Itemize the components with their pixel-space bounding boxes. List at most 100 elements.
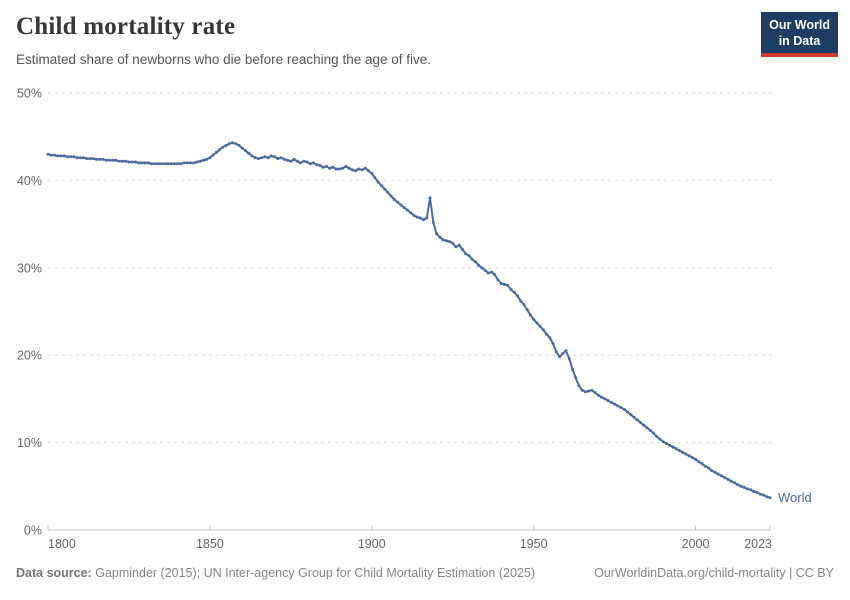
data-point [606, 399, 610, 403]
data-point [211, 153, 215, 157]
data-point [671, 445, 675, 449]
data-point [503, 282, 506, 286]
data-point [273, 155, 277, 159]
data-point [535, 321, 539, 325]
data-point [140, 161, 144, 165]
data-point [240, 146, 244, 150]
data-point [69, 155, 73, 159]
data-point [742, 485, 746, 489]
x-axis-tick-label: 1900 [358, 537, 386, 551]
data-point [237, 143, 241, 147]
data-point [260, 156, 264, 160]
data-point [425, 216, 429, 220]
data-source-text: Gapminder (2015); UN Inter-agency Group … [95, 566, 535, 580]
data-point [159, 162, 163, 166]
data-point [185, 161, 189, 165]
data-point [133, 160, 137, 164]
data-point [681, 450, 685, 454]
y-axis-tick-label: 20% [17, 349, 42, 363]
data-point [580, 388, 584, 392]
data-point [441, 238, 445, 242]
data-point [380, 184, 383, 188]
data-point [729, 479, 733, 483]
data-point [247, 151, 251, 155]
data-point [146, 161, 150, 165]
data-point [312, 161, 315, 165]
owid-logo[interactable]: Our World in Data [761, 12, 838, 57]
data-point [707, 466, 710, 470]
data-source-label: Data source: [16, 566, 92, 580]
data-point [350, 168, 354, 172]
page-title: Child mortality rate [16, 13, 236, 40]
owid-logo-line2: in Data [778, 34, 821, 49]
data-point [460, 247, 464, 251]
data-point [56, 154, 60, 158]
data-point [201, 158, 205, 162]
data-point [431, 220, 435, 224]
data-point [269, 154, 273, 158]
data-point [250, 154, 254, 158]
data-point [373, 176, 377, 180]
footer-link[interactable]: OurWorldinData.org/child-mortality | CC … [594, 566, 834, 580]
data-point [732, 481, 736, 485]
data-point [121, 159, 124, 163]
data-point [567, 357, 571, 361]
data-point [509, 288, 513, 292]
data-point [512, 290, 516, 294]
data-point [302, 159, 306, 163]
data-point [538, 324, 542, 328]
data-point [334, 167, 338, 171]
data-point [435, 232, 438, 236]
data-point [53, 153, 56, 157]
x-axis-tick-label: 1800 [48, 537, 76, 551]
data-point [308, 162, 312, 166]
data-point [295, 159, 299, 163]
data-point [276, 157, 280, 161]
data-point [694, 457, 697, 461]
data-point [454, 245, 458, 249]
data-point [289, 159, 293, 163]
data-point [697, 460, 701, 464]
data-point [383, 187, 387, 191]
data-point [506, 283, 510, 287]
data-point [214, 150, 218, 154]
data-point [762, 493, 765, 497]
data-point [208, 156, 212, 160]
data-point [418, 216, 422, 220]
series-end-label[interactable]: World [778, 490, 812, 505]
data-point [150, 162, 154, 166]
data-point [768, 496, 772, 500]
data-point [182, 161, 186, 165]
data-point [648, 428, 652, 432]
data-point [95, 157, 99, 161]
data-point [564, 349, 568, 353]
data-point [218, 148, 222, 152]
data-point [78, 156, 82, 160]
data-point [554, 350, 558, 354]
data-point [192, 161, 196, 165]
data-point [616, 404, 620, 408]
data-point [470, 257, 474, 261]
data-point [658, 437, 662, 441]
data-point [577, 384, 581, 388]
data-point [360, 168, 364, 172]
data-point [490, 270, 494, 274]
data-point [205, 157, 209, 161]
data-point [376, 180, 380, 184]
data-point [59, 154, 63, 158]
data-source: Data source: Gapminder (2015); UN Inter-… [16, 566, 535, 580]
data-point [224, 143, 228, 147]
data-point [347, 166, 351, 170]
data-point [341, 166, 345, 170]
data-point [587, 389, 591, 393]
data-point [710, 469, 714, 473]
data-point [108, 158, 111, 162]
data-point [519, 299, 523, 303]
data-point [629, 413, 633, 417]
data-point [467, 254, 471, 258]
data-point [286, 158, 290, 162]
data-point [370, 171, 374, 175]
data-point [101, 157, 105, 161]
data-point [82, 156, 86, 160]
